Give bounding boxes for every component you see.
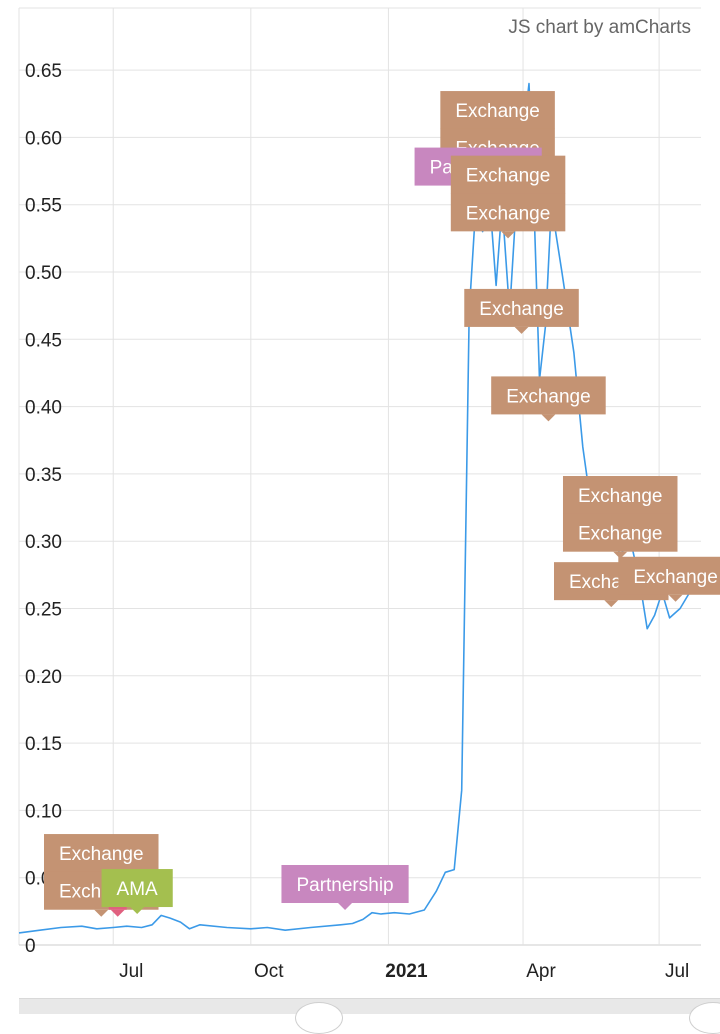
annotation-flag[interactable]: Partnership <box>281 865 409 911</box>
annotation-pointer <box>514 326 529 334</box>
annotation-flag[interactable]: Exchange <box>562 476 678 522</box>
y-tick-label: 0 <box>25 936 36 957</box>
annotation-flag[interactable]: Exchange <box>562 513 678 559</box>
annotation-box <box>440 91 555 130</box>
x-tick-label: 2021 <box>385 961 428 982</box>
x-tick-label: Jul <box>665 961 689 982</box>
annotation-box <box>618 556 720 595</box>
annotation-pointer <box>541 414 556 422</box>
annotation-flags: Exchange Exchange AMA Partnership Exchange Ex… <box>44 91 720 917</box>
y-tick-label: 0.30 <box>25 532 62 553</box>
annotation-flag[interactable]: Exchange <box>44 834 159 880</box>
annotation-pointer <box>668 594 683 602</box>
grid <box>18 7 701 946</box>
y-tick-label: 0.45 <box>25 330 62 351</box>
y-tick-label: 0.55 <box>25 196 62 217</box>
annotation-flag[interactable]: Exchange <box>464 288 579 334</box>
y-tick-label: 0.40 <box>25 398 62 419</box>
annotation-label: Exchange <box>455 101 540 122</box>
x-tick-label: Jul <box>119 961 143 982</box>
annotation-flag[interactable]: Exchange <box>440 91 555 137</box>
y-tick-label: 0.50 <box>25 263 62 284</box>
y-tick-label: 0.10 <box>25 801 62 822</box>
annotation-label: Partnership <box>296 875 393 896</box>
annotation-label: Exchange <box>466 203 551 224</box>
annotation-flag[interactable]: AMA <box>101 869 173 915</box>
annotation-label: Exchange <box>479 299 564 320</box>
x-tick-label: Oct <box>254 961 284 982</box>
annotation-label: Exchange <box>506 386 591 407</box>
y-tick-label: 0.15 <box>25 734 62 755</box>
annotation-flag[interactable]: Exchange <box>450 155 566 201</box>
y-tick-label: 0.20 <box>25 667 62 688</box>
chart-credit[interactable]: JS chart by amCharts <box>508 17 691 38</box>
annotation-flag[interactable]: Exchange <box>618 556 720 602</box>
annotation-pointer <box>110 909 125 917</box>
scrollbar-end-grip[interactable] <box>689 1002 720 1034</box>
annotation-box <box>450 193 566 232</box>
annotation-box <box>281 865 409 904</box>
annotation-pointer <box>604 600 619 608</box>
y-tick-label: 0.25 <box>25 600 62 621</box>
price-chart: 00.050.100.150.200.250.300.350.400.450.5… <box>18 7 720 982</box>
annotation-pointer <box>130 907 145 915</box>
annotation-box <box>562 476 678 515</box>
annotation-label: Exchange <box>633 567 718 588</box>
annotation-box <box>562 513 678 552</box>
annotation-pointer <box>613 551 628 559</box>
annotation-label: Exchange <box>466 166 551 187</box>
annotation-box <box>44 834 159 873</box>
annotation-box <box>464 288 579 327</box>
annotation-label: Exchange <box>578 486 663 507</box>
annotation-label: Exchange <box>59 844 144 865</box>
annotation-pointer <box>501 231 516 239</box>
chart-scrollbar[interactable] <box>19 998 720 1034</box>
annotation-flag[interactable]: Exchange <box>450 193 566 239</box>
y-tick-label: 0.60 <box>25 128 62 149</box>
y-axis: 00.050.100.150.200.250.300.350.400.450.5… <box>25 61 62 957</box>
x-axis: Jul Oct 2021 Apr Jul <box>119 961 689 982</box>
y-tick-label: 0.35 <box>25 465 62 486</box>
x-tick-label: Apr <box>526 961 556 982</box>
scrollbar-start-grip[interactable] <box>295 1002 343 1034</box>
annotation-flag[interactable]: Exchange <box>491 376 606 422</box>
annotation-label: Exchange <box>578 524 663 545</box>
annotation-box <box>491 376 606 415</box>
annotation-box <box>450 155 566 194</box>
annotation-box <box>101 869 173 908</box>
annotation-label: AMA <box>117 879 159 900</box>
annotation-pointer <box>94 909 109 917</box>
y-tick-label: 0.65 <box>25 61 62 82</box>
annotation-pointer <box>338 903 353 911</box>
